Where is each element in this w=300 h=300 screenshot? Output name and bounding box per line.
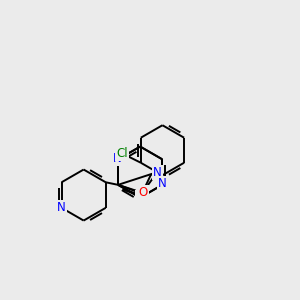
Text: N: N — [113, 152, 122, 165]
Text: Cl: Cl — [116, 147, 128, 160]
Text: O: O — [139, 186, 148, 199]
Text: N: N — [138, 186, 147, 199]
Text: N: N — [137, 189, 146, 202]
Text: N: N — [158, 177, 167, 190]
Text: N: N — [153, 166, 162, 178]
Text: N: N — [136, 191, 145, 204]
Text: N: N — [57, 201, 66, 214]
